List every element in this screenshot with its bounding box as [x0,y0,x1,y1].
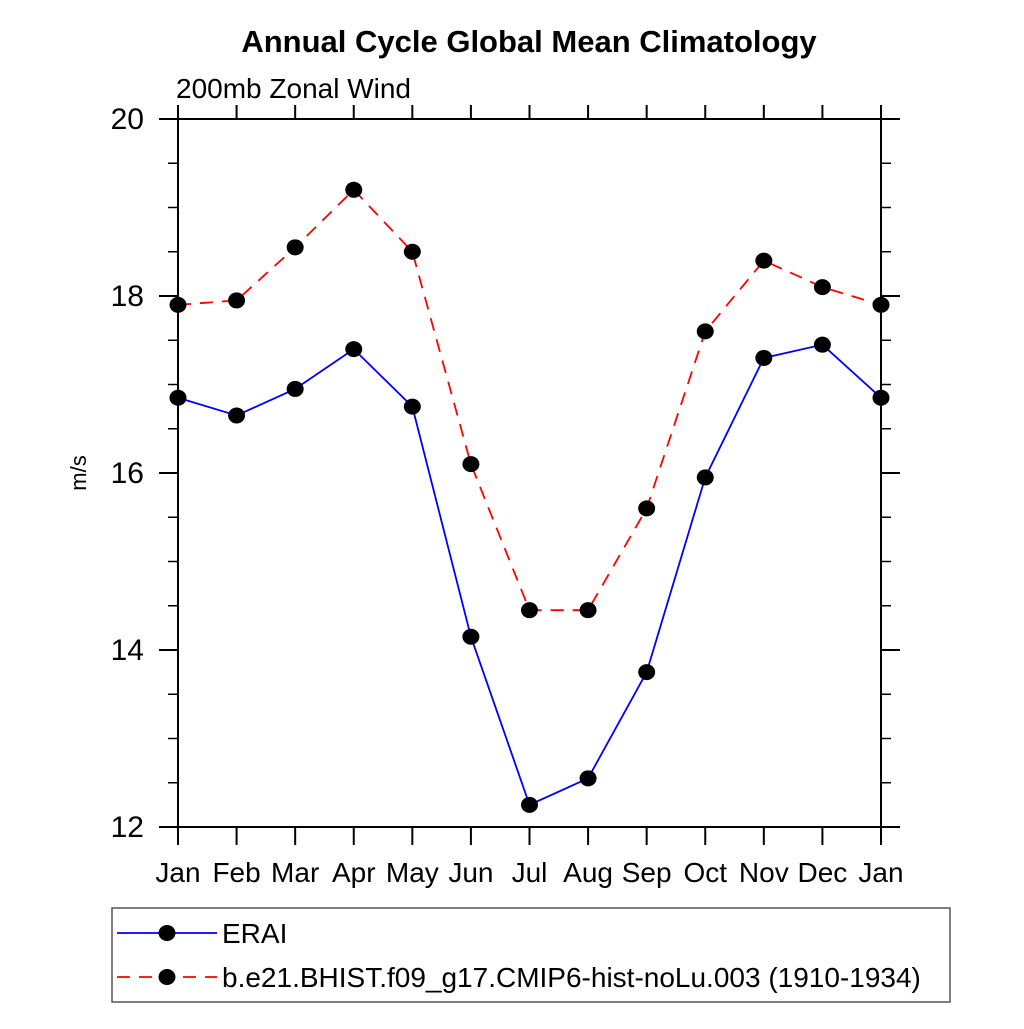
y-axis-tick-label: 14 [111,634,144,667]
x-axis-tick-label: Jul [512,857,548,888]
data-point-marker [403,398,421,415]
legend-marker [158,969,176,985]
data-point-marker [696,469,714,486]
x-axis-tick-label: Oct [683,857,727,888]
data-point-marker [872,389,890,406]
data-point-marker [521,602,538,619]
x-axis-tick-label: Feb [212,857,260,888]
data-point-marker [872,296,890,313]
x-axis-tick-label: Jan [155,857,200,888]
data-point-marker [579,770,597,787]
chart-title: Annual Cycle Global Mean Climatology [241,24,817,59]
data-point-marker [755,349,773,366]
x-axis-tick-label: Dec [798,857,848,888]
plot-frame [177,118,882,828]
x-axis-tick-label: Jun [448,857,493,888]
data-point-marker [521,796,538,813]
data-point-marker [696,323,714,340]
data-point-marker [755,252,773,269]
data-point-marker [345,181,363,198]
data-point-marker [228,292,246,309]
y-axis-tick-label: 18 [111,280,144,313]
data-point-marker [169,296,187,313]
series-line-model [177,188,882,612]
data-point-marker [813,279,831,296]
data-point-marker [228,407,246,424]
x-axis-tick-label: Apr [332,857,376,888]
legend-box [111,907,951,1003]
x-axis-tick-label: Sep [622,857,672,888]
x-axis-tick-label: Jan [858,857,903,888]
x-axis-tick-label: May [386,857,439,888]
axes-group: 12 14 16 18 20 Jan Feb Mar Apr May Jun Jul Aug Sep Oct… [111,103,904,888]
data-point-marker [403,243,421,260]
data-point-marker [286,239,304,256]
legend: ERAI b.e21.BHIST.f09_g17.CMIP6-hist-noLu.… [111,907,951,1003]
y-axis-tick-label: 12 [111,811,144,844]
legend-marker [158,925,176,941]
x-axis-tick-label: Nov [739,857,789,888]
data-point-marker [286,380,304,397]
y-axis-tick-label: 20 [111,103,144,136]
data-point-marker [345,341,363,358]
data-point-marker [462,456,480,473]
x-axis-tick-label: Aug [563,857,613,888]
series-group [169,181,890,813]
y-axis-tick-label: 16 [111,457,144,490]
data-point-marker [579,602,597,619]
data-point-marker [638,664,656,681]
data-point-marker [638,500,656,517]
data-point-marker [169,389,187,406]
chart-subtitle: 200mb Zonal Wind [176,73,411,104]
x-axis-tick-label: Mar [271,857,319,888]
y-axis-label: m/s [66,455,91,490]
series-line-erai [177,343,882,807]
legend-label: ERAI [222,918,287,949]
data-point-marker [462,628,480,645]
legend-label: b.e21.BHIST.f09_g17.CMIP6-hist-noLu.003 … [222,962,921,993]
data-point-marker [813,336,831,353]
